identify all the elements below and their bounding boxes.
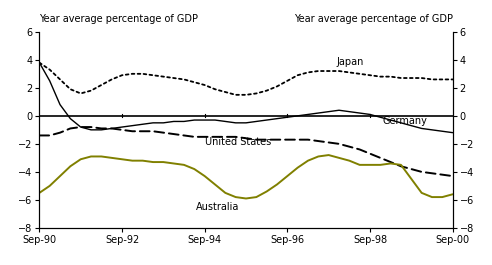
Text: United States: United States [205, 137, 271, 147]
Text: Germany: Germany [382, 116, 427, 126]
Text: Japan: Japan [337, 58, 364, 67]
Text: Year average percentage of GDP: Year average percentage of GDP [39, 14, 198, 24]
Text: Australia: Australia [196, 202, 240, 212]
Text: Year average percentage of GDP: Year average percentage of GDP [294, 14, 453, 24]
